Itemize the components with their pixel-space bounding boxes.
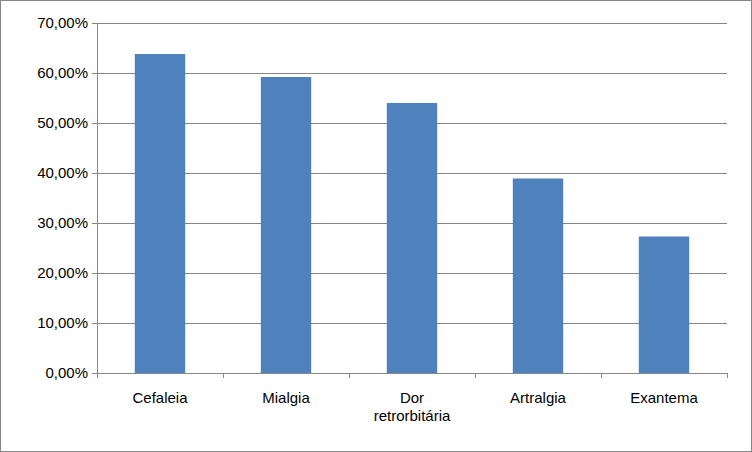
x-tick-label-line: retrorbitária (374, 407, 451, 424)
chart-border (1, 1, 752, 452)
bar (261, 77, 311, 373)
bar (639, 237, 689, 374)
bar (387, 103, 437, 373)
chart-svg: 0,00% 10,00% 20,00% 30,00% 40,00% 50,00% 60,00… (0, 0, 752, 452)
category-separator (223, 373, 224, 378)
y-tick-mark (92, 373, 97, 374)
y-tick: 60,00% (37, 64, 97, 81)
y-tick-label: 60,00% (37, 64, 88, 81)
y-tick-mark (92, 73, 97, 74)
x-tick-label: Artralgia (510, 389, 567, 406)
y-tick: 30,00% (37, 214, 97, 231)
x-tick-label: Mialgia (262, 389, 310, 406)
y-tick-label: 10,00% (37, 314, 88, 331)
x-tick: Artralgia (510, 373, 567, 406)
grid (97, 24, 727, 374)
y-tick-mark (92, 223, 97, 224)
bar (135, 54, 185, 373)
category-separators (98, 373, 728, 378)
y-tick-label: 70,00% (37, 14, 88, 31)
x-tick-label-line: Dor (400, 389, 424, 406)
category-separator (475, 373, 476, 378)
y-axis-line (97, 24, 98, 374)
y-tick-mark (92, 23, 97, 24)
x-tick: Mialgia (262, 373, 310, 406)
x-tick: Exantema (630, 373, 698, 406)
grid-line (97, 23, 727, 24)
y-tick: 40,00% (37, 164, 97, 181)
y-tick-mark (92, 323, 97, 324)
chart-container: 0,00% 10,00% 20,00% 30,00% 40,00% 50,00% 60,00… (0, 0, 752, 452)
category-separator (349, 373, 350, 378)
category-separator (727, 373, 728, 378)
x-tick: Cefaleia (132, 373, 188, 406)
x-tick-label: Dorretrorbitária (374, 389, 451, 425)
y-tick: 70,00% (37, 14, 97, 31)
y-tick-label: 20,00% (37, 264, 88, 281)
y-tick-label: 30,00% (37, 214, 88, 231)
x-tick: Dorretrorbitária (374, 373, 451, 424)
y-tick-mark (92, 173, 97, 174)
category-separator (97, 373, 98, 378)
y-tick: 0,00% (45, 364, 97, 381)
y-tick-mark (92, 273, 97, 274)
y-tick: 20,00% (37, 264, 97, 281)
y-tick-mark (92, 123, 97, 124)
y-tick-label: 50,00% (37, 114, 88, 131)
bars (135, 54, 689, 373)
grid-line (97, 73, 727, 74)
grid-line (97, 373, 727, 374)
y-tick-label: 0,00% (45, 364, 88, 381)
x-axis-line (98, 373, 728, 374)
y-tick: 50,00% (37, 114, 97, 131)
y-tick-label: 40,00% (37, 164, 88, 181)
x-axis: Cefaleia Mialgia Dorretrorbitária Artralgia… (98, 373, 728, 424)
plot: 0,00% 10,00% 20,00% 30,00% 40,00% 50,00% 60,00… (37, 14, 727, 424)
category-separator (601, 373, 602, 378)
y-tick: 10,00% (37, 314, 97, 331)
bar (513, 179, 563, 374)
x-tick-label: Exantema (630, 389, 698, 406)
y-axis: 0,00% 10,00% 20,00% 30,00% 40,00% 50,00% 60,00… (37, 14, 97, 381)
x-tick-label: Cefaleia (132, 389, 188, 406)
